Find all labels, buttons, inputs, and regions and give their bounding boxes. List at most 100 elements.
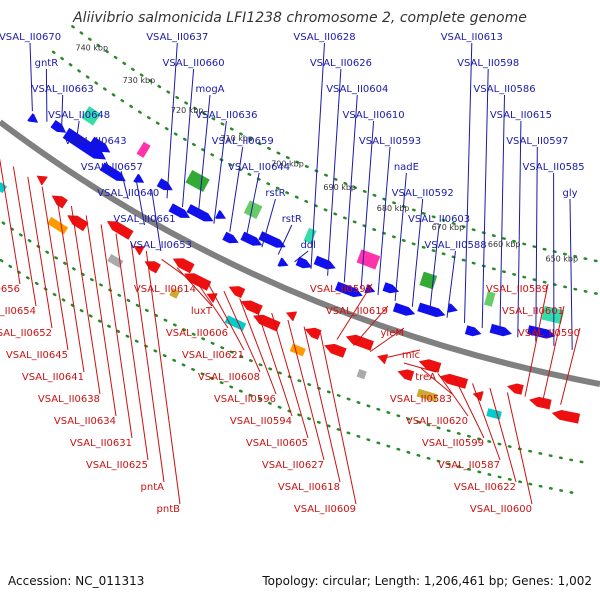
reverse-gene-label: VSAL_II0605 <box>246 438 308 449</box>
reverse-gene-label: VSAL_II0638 <box>38 394 100 405</box>
label-leader-line <box>70 205 101 395</box>
forward-gene-arrow <box>89 136 111 153</box>
forward-gene-label: VSAL_II0603 <box>408 214 470 225</box>
reverse-gene-arrow <box>228 286 246 299</box>
label-leader-line <box>29 42 33 112</box>
label-leader-line <box>145 250 181 505</box>
forward-gene-label: VSAL_II0648 <box>48 110 110 121</box>
label-leader-line <box>506 392 533 505</box>
label-leader-line <box>75 120 80 143</box>
reverse-gene-label: VSAL_II0608 <box>198 372 260 383</box>
kbp-tick-label: 740 kbp <box>75 44 108 53</box>
gc-content-block <box>169 288 180 299</box>
gc-content-block <box>419 271 438 290</box>
feature-tracks <box>0 106 581 424</box>
reverse-gene-label: VSAL_II0601 <box>502 306 564 317</box>
reverse-gene-label: luxT <box>191 306 213 317</box>
reverse-gene-arrow <box>324 343 347 358</box>
label-leader-line <box>310 42 325 269</box>
reverse-gene-label: VSAL_II0600 <box>470 504 532 515</box>
reverse-gene-label: mlc <box>402 350 420 361</box>
gc-content-block <box>484 291 496 307</box>
forward-gene-label: mogA <box>195 84 224 95</box>
forward-gene-arrow <box>447 303 458 313</box>
reverse-gene-label: VSAL_II0641 <box>22 372 84 383</box>
forward-gene-arrow <box>186 204 214 222</box>
reverse-gene-label: yieM <box>381 328 404 339</box>
forward-gene-label: nadE <box>394 162 419 173</box>
reverse-gene-label: VSAL_II0645 <box>6 350 68 361</box>
label-leader-line <box>207 283 245 351</box>
label-leader-line <box>394 172 407 302</box>
label-leader-line <box>176 267 213 307</box>
forward-gene-label: VSAL_II0657 <box>81 162 143 173</box>
forward-gene-arrow <box>464 325 482 337</box>
label-leader-line <box>229 146 244 232</box>
reverse-gene-label: VSAL_II0625 <box>86 460 148 471</box>
label-leader-line <box>120 170 129 200</box>
label-leader-line <box>105 161 113 174</box>
reverse-gene-label: VSAL_II0583 <box>390 394 452 405</box>
kbp-tick-label: 650 kbp <box>545 255 578 264</box>
gc-content-block <box>486 408 502 420</box>
reverse-gene-label: VSAL_II0627 <box>262 460 324 471</box>
kbp-tick-label: 700 kbp <box>271 159 304 168</box>
forward-gene-label: VSAL_II0659 <box>212 136 274 147</box>
reverse-gene-label: VSAL_II0606 <box>166 328 228 339</box>
label-leader-line <box>223 290 261 373</box>
forward-gene-label: gntR <box>35 58 59 69</box>
label-leader-line <box>499 94 505 333</box>
forward-gene-arrow <box>99 162 126 182</box>
label-leader-line <box>369 327 405 353</box>
forward-gene-label: VSAL_II0670 <box>0 32 61 43</box>
reverse-gene-arrow <box>172 258 195 274</box>
reverse-gene-arrow <box>106 221 134 240</box>
forward-gene-label: VSAL_II0588 <box>424 240 486 251</box>
reverse-gene-label: VSAL_II0619 <box>326 306 388 317</box>
gc-content-block <box>416 388 438 403</box>
forward-gene-arrow <box>240 231 263 246</box>
label-leader-line <box>403 362 437 373</box>
label-leader-line <box>41 186 69 351</box>
reverse-gene-label: pntA <box>141 482 165 493</box>
label-leader-line <box>464 42 473 324</box>
label-leader-line <box>245 172 260 240</box>
forward-gene-label: rstR <box>282 214 302 225</box>
label-leader-line <box>12 166 37 307</box>
reverse-gene-label: VSAL_II0609 <box>294 504 356 515</box>
forward-gene-label: VSAL_II0628 <box>293 32 355 43</box>
label-leader-line <box>560 327 581 405</box>
forward-gene-label: VSAL_II0663 <box>32 84 94 95</box>
label-leader-line <box>535 146 538 342</box>
label-leader-line <box>261 198 276 248</box>
reverse-gene-label: VSAL_II0594 <box>230 416 292 427</box>
forward-gene-label: gly <box>562 188 577 199</box>
gc-content-block <box>185 170 210 192</box>
forward-gene-label: VSAL_II0615 <box>490 110 552 121</box>
forward-gene-arrow <box>334 281 363 298</box>
reverse-gene-label: VSAL_II0596 <box>214 394 276 405</box>
forward-gene-arrow <box>168 203 190 218</box>
gc-content-block <box>541 305 565 324</box>
chromosome-backbone <box>0 119 600 387</box>
label-leader-line <box>542 305 565 401</box>
reverse-gene-label: VSAL_II0599 <box>422 438 484 449</box>
reverse-gene-arrow <box>439 373 468 389</box>
label-leader-line <box>239 298 277 395</box>
label-leader-line <box>377 146 391 296</box>
label-leader-line <box>303 326 341 483</box>
forward-gene-label: rstR <box>265 188 285 199</box>
reverse-gene-label: VSAL_II0621 <box>182 350 244 361</box>
label-leader-line <box>353 305 389 346</box>
map-title: Aliivibrio salmonicida LFI1238 chromosom… <box>72 10 527 26</box>
reverse-gene-label: VSAL_II0652 <box>0 328 52 339</box>
label-leader-line <box>192 275 229 329</box>
gc-content-block <box>356 369 367 380</box>
forward-gene-label: VSAL_II0586 <box>473 84 535 95</box>
forward-gene-label: VSAL_II0637 <box>146 32 208 43</box>
gc-content-block <box>224 315 247 331</box>
kbp-tick-label: 690 kbp <box>323 183 356 192</box>
label-leader-line <box>277 224 293 255</box>
forward-gene-label: VSAL_II0640 <box>97 188 159 199</box>
reverse-gene-arrow <box>67 215 89 232</box>
